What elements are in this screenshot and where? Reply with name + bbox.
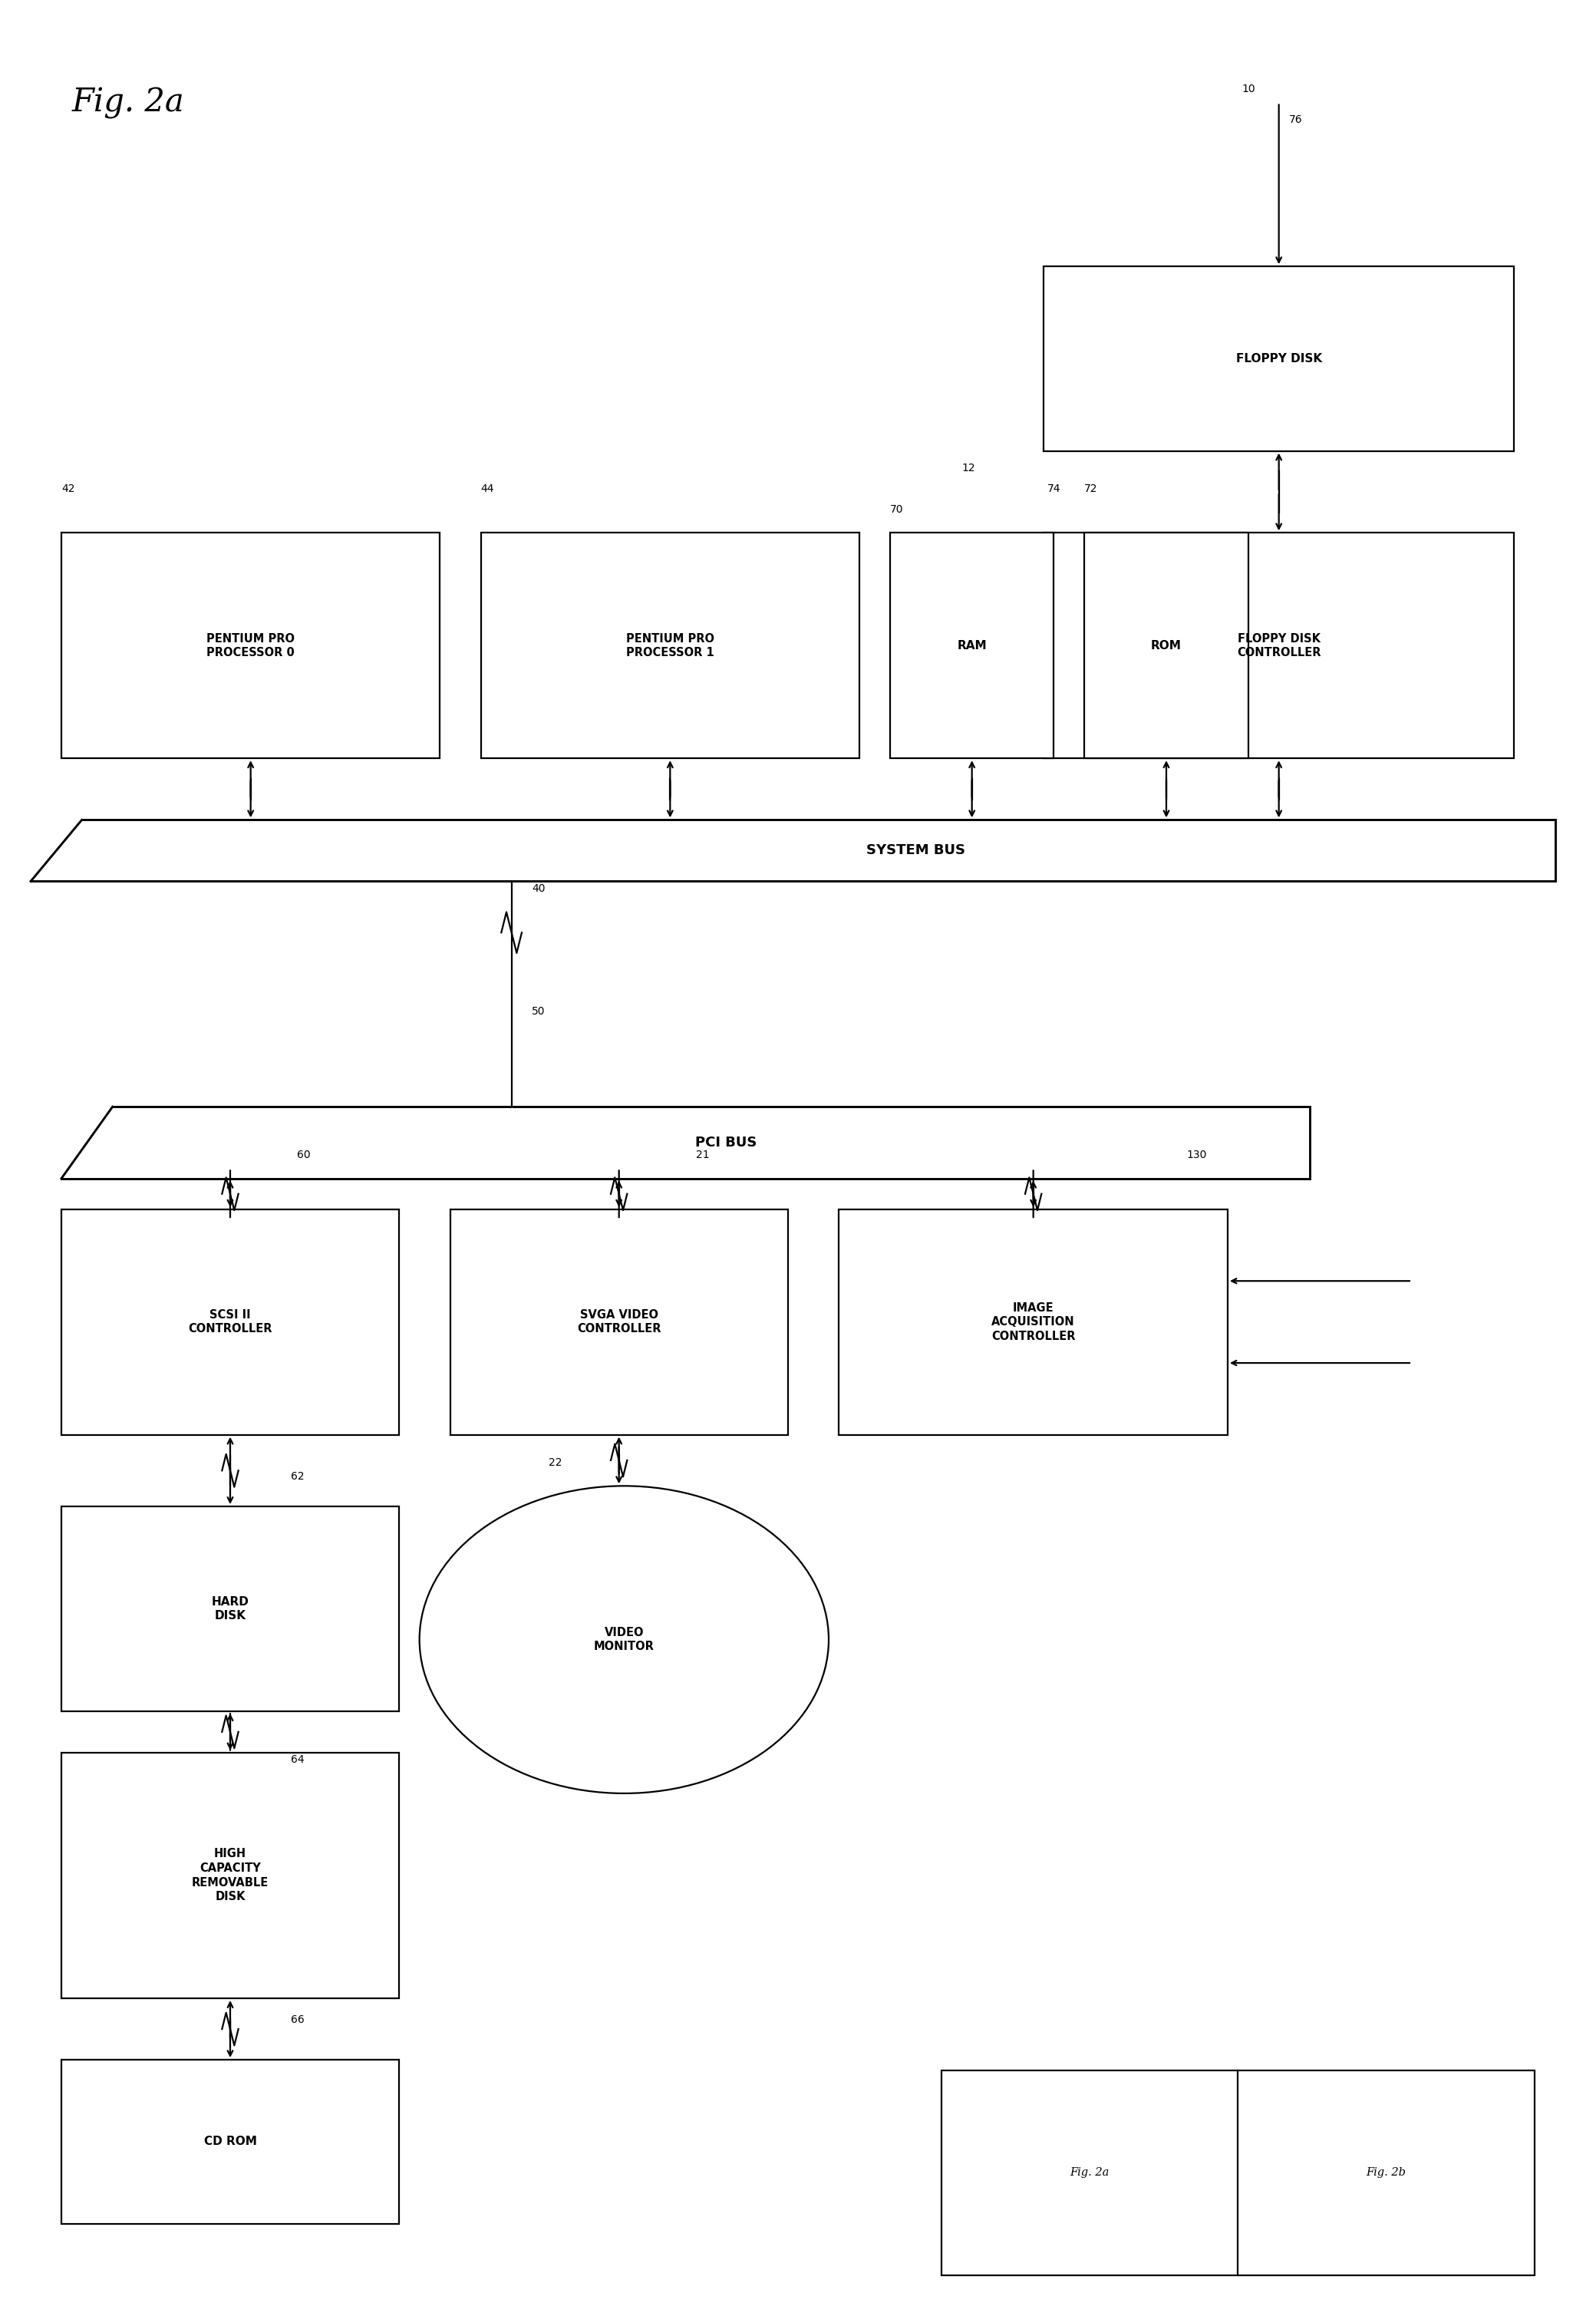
Text: 21: 21 [696,1149,709,1160]
Text: 64: 64 [290,1753,305,1765]
Text: Fig. 2a: Fig. 2a [1069,2168,1109,2177]
Text: 66: 66 [290,2015,305,2024]
Bar [1084,533,1248,757]
Bar [891,533,1053,757]
Text: 44: 44 [480,484,495,493]
Text: HARD
DISK: HARD DISK [211,1596,249,1621]
Bar [942,2071,1535,2274]
Bar [61,1209,399,1434]
Text: FLOPPY DISK
CONTROLLER: FLOPPY DISK CONTROLLER [1237,632,1321,658]
Bar [61,1753,399,1999]
Text: CD ROM: CD ROM [204,2135,257,2147]
Text: 74: 74 [1047,484,1061,493]
Text: 62: 62 [290,1471,305,1482]
Ellipse shape [420,1487,828,1793]
Text: PCI BUS: PCI BUS [696,1135,757,1149]
Bar [61,2059,399,2223]
Text: 72: 72 [1084,484,1098,493]
Text: 60: 60 [297,1149,310,1160]
Text: 42: 42 [61,484,75,493]
Bar [61,1505,399,1712]
Text: 50: 50 [531,1005,546,1017]
Text: 40: 40 [531,882,546,894]
Text: PENTIUM PRO
PROCESSOR 0: PENTIUM PRO PROCESSOR 0 [206,632,295,658]
Text: Fig. 2a: Fig. 2a [72,86,184,118]
Text: 76: 76 [1290,113,1302,125]
Text: 22: 22 [549,1457,562,1468]
Text: SVGA VIDEO
CONTROLLER: SVGA VIDEO CONTROLLER [576,1309,661,1334]
Text: Fig. 2b: Fig. 2b [1366,2168,1406,2177]
Bar [450,1209,788,1434]
Text: IMAGE
ACQUISITION
CONTROLLER: IMAGE ACQUISITION CONTROLLER [991,1302,1076,1341]
Text: VIDEO
MONITOR: VIDEO MONITOR [594,1626,654,1654]
Text: SCSI II
CONTROLLER: SCSI II CONTROLLER [188,1309,273,1334]
Text: RAM: RAM [958,639,986,651]
Text: SYSTEM BUS: SYSTEM BUS [867,843,966,857]
Text: 12: 12 [962,463,975,475]
Bar [1044,533,1515,757]
Bar [61,533,440,757]
Text: FLOPPY DISK: FLOPPY DISK [1235,352,1321,364]
Text: 10: 10 [1242,83,1256,95]
Text: 70: 70 [891,505,903,514]
Text: PENTIUM PRO
PROCESSOR 1: PENTIUM PRO PROCESSOR 1 [626,632,715,658]
Bar [480,533,859,757]
Bar [1044,266,1515,452]
Bar [839,1209,1227,1434]
Text: ROM: ROM [1151,639,1181,651]
Text: 130: 130 [1187,1149,1207,1160]
Text: HIGH
CAPACITY
REMOVABLE
DISK: HIGH CAPACITY REMOVABLE DISK [192,1848,268,1901]
